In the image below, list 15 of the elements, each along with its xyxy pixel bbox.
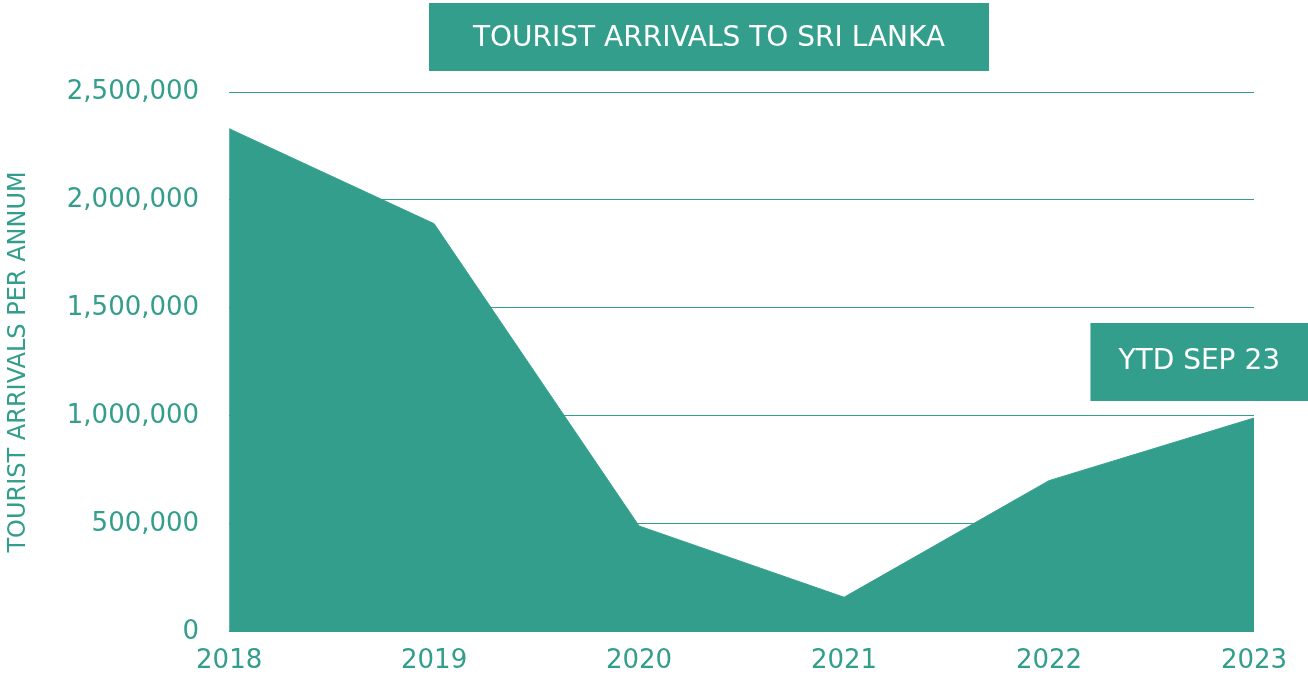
y-axis-title: TOURIST ARRIVALS PER ANNUM: [2, 171, 31, 554]
x-tick-label: 2023: [1220, 644, 1288, 675]
x-tick-label: 2020: [605, 644, 673, 675]
annotation: YTD SEP 23: [1117, 343, 1280, 377]
x-tick-label: 2019: [401, 644, 468, 675]
x-tick-label: 2021: [810, 644, 878, 675]
y-tick-label: 2,000,000: [66, 182, 200, 213]
y-tick-label: 1,000,000: [66, 398, 200, 429]
x-tick-label: 2018: [196, 644, 263, 675]
y-tick-label: 500,000: [91, 506, 200, 537]
y-tick-label: 2,500,000: [66, 74, 200, 105]
x-tick-label: 2022: [1015, 644, 1083, 675]
y-tick-label: 0: [182, 614, 200, 645]
chart-title: TOURIST ARRIVALS TO SRI LANKA: [429, 3, 989, 71]
y-tick-label: 1,500,000: [66, 290, 200, 321]
